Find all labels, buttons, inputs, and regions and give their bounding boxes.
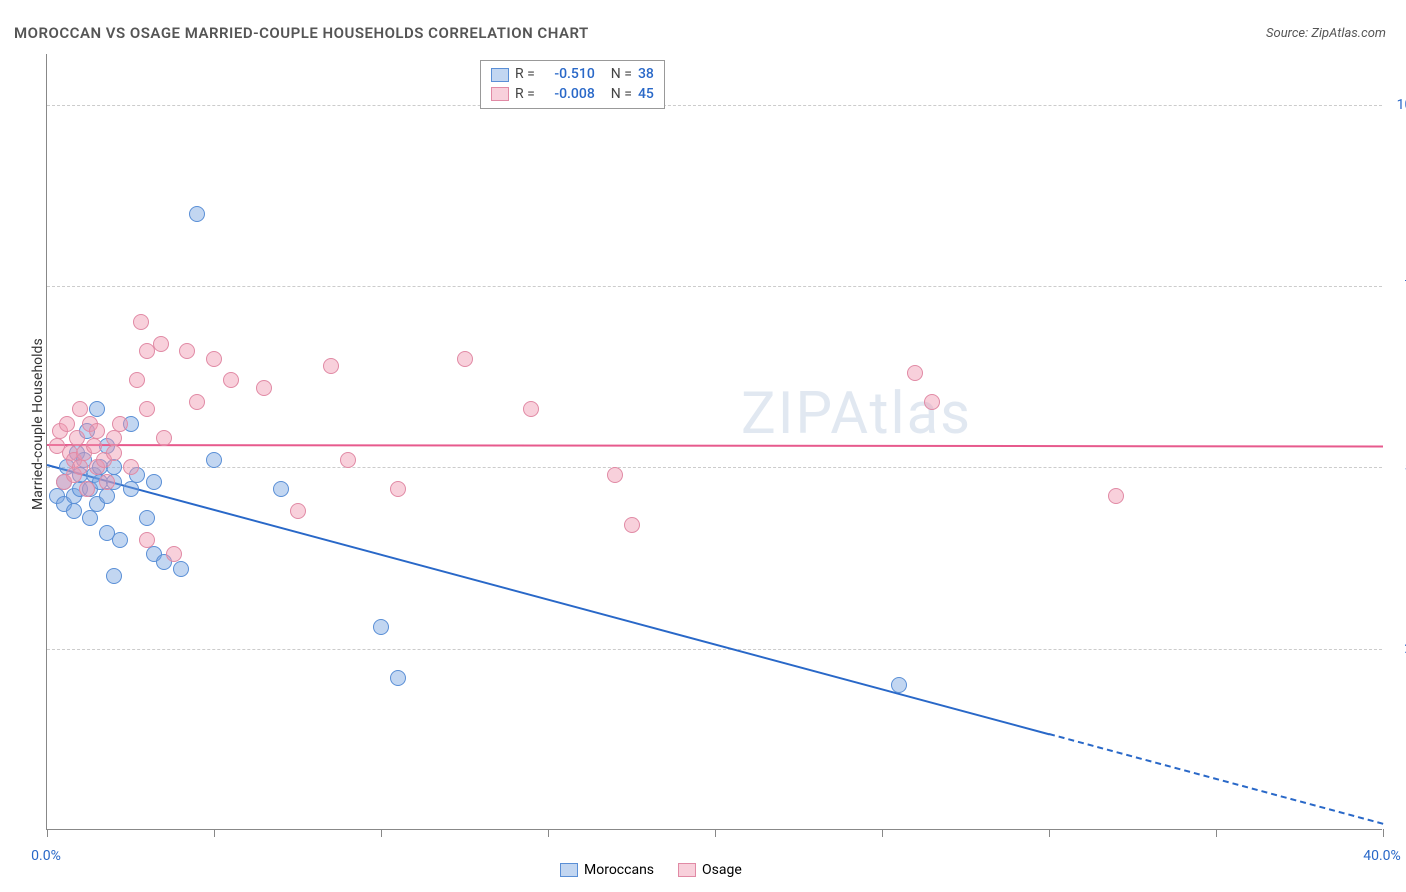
data-point — [123, 459, 139, 475]
data-point — [624, 517, 640, 533]
data-point — [323, 358, 339, 374]
data-point — [139, 510, 155, 526]
data-point — [223, 372, 239, 388]
data-point — [390, 670, 406, 686]
data-point — [66, 503, 82, 519]
grid-line — [47, 649, 1382, 650]
stat-r-label: R = — [515, 85, 535, 105]
x-tick — [381, 829, 382, 837]
data-point — [457, 351, 473, 367]
x-tick — [1383, 829, 1384, 837]
data-point — [112, 416, 128, 432]
legend-swatch — [678, 863, 696, 877]
data-point — [607, 467, 623, 483]
x-tick — [1216, 829, 1217, 837]
data-point — [106, 568, 122, 584]
data-point — [82, 510, 98, 526]
legend-label: Osage — [702, 862, 742, 878]
y-tick-label: 75.0% — [1387, 278, 1406, 294]
data-point — [156, 430, 172, 446]
data-point — [99, 488, 115, 504]
legend-stat-row: R = -0.510 N = 38 — [491, 65, 654, 85]
y-tick-label: 25.0% — [1387, 641, 1406, 657]
stat-n-label: N = — [611, 65, 632, 85]
data-point — [256, 380, 272, 396]
data-point — [139, 532, 155, 548]
stat-n-value: 38 — [638, 65, 654, 85]
data-point — [189, 394, 205, 410]
data-point — [99, 474, 115, 490]
data-point — [1108, 488, 1124, 504]
data-point — [112, 532, 128, 548]
x-tick — [47, 829, 48, 837]
grid-line — [47, 286, 1382, 287]
x-tick — [715, 829, 716, 837]
data-point — [273, 481, 289, 497]
data-point — [72, 401, 88, 417]
trend-line — [1049, 733, 1384, 825]
legend-swatch — [491, 68, 509, 82]
data-point — [79, 481, 95, 497]
data-point — [173, 561, 189, 577]
legend-stats-box: R = -0.510 N = 38 R = -0.008 N = 45 — [480, 60, 665, 109]
legend-swatch — [560, 863, 578, 877]
x-tick — [1049, 829, 1050, 837]
stat-n-label: N = — [611, 85, 632, 105]
data-point — [166, 546, 182, 562]
legend-stat-row: R = -0.008 N = 45 — [491, 85, 654, 105]
stat-r-value: -0.510 — [541, 65, 595, 85]
y-axis-label: Married-couple Households — [30, 338, 46, 510]
data-point — [373, 619, 389, 635]
data-point — [59, 416, 75, 432]
data-point — [390, 481, 406, 497]
x-tick-label: 0.0% — [31, 848, 61, 864]
trend-line — [47, 464, 1050, 735]
y-tick-label: 100.0% — [1387, 97, 1406, 113]
data-point — [891, 677, 907, 693]
data-point — [924, 394, 940, 410]
data-point — [153, 336, 169, 352]
data-point — [139, 401, 155, 417]
stat-n-value: 45 — [638, 85, 654, 105]
grid-line — [47, 467, 1382, 468]
x-tick — [882, 829, 883, 837]
stat-r-label: R = — [515, 65, 535, 85]
watermark-text: ZIPAtlas — [741, 380, 972, 448]
data-point — [189, 206, 205, 222]
data-point — [179, 343, 195, 359]
data-point — [206, 452, 222, 468]
x-tick — [548, 829, 549, 837]
x-tick-label: 40.0% — [1363, 848, 1401, 864]
legend-series: Moroccans Osage — [560, 862, 742, 878]
data-point — [133, 314, 149, 330]
stat-r-value: -0.008 — [541, 85, 595, 105]
data-point — [523, 401, 539, 417]
data-point — [72, 459, 88, 475]
chart-title: MOROCCAN VS OSAGE MARRIED-COUPLE HOUSEHO… — [14, 24, 589, 42]
grid-line — [47, 105, 1382, 106]
data-point — [907, 365, 923, 381]
legend-label: Moroccans — [584, 862, 654, 878]
y-tick-label: 50.0% — [1387, 459, 1406, 475]
source-label: Source: ZipAtlas.com — [1266, 26, 1386, 41]
trend-line — [47, 444, 1383, 447]
data-point — [290, 503, 306, 519]
legend-item: Osage — [678, 862, 742, 878]
data-point — [129, 372, 145, 388]
data-point — [123, 481, 139, 497]
data-point — [86, 438, 102, 454]
legend-item: Moroccans — [560, 862, 654, 878]
x-tick — [214, 829, 215, 837]
data-point — [340, 452, 356, 468]
data-point — [106, 445, 122, 461]
data-point — [206, 351, 222, 367]
chart-plot-area: ZIPAtlas 25.0%50.0%75.0%100.0% — [46, 54, 1382, 830]
legend-swatch — [491, 87, 509, 101]
data-point — [89, 423, 105, 439]
data-point — [146, 474, 162, 490]
